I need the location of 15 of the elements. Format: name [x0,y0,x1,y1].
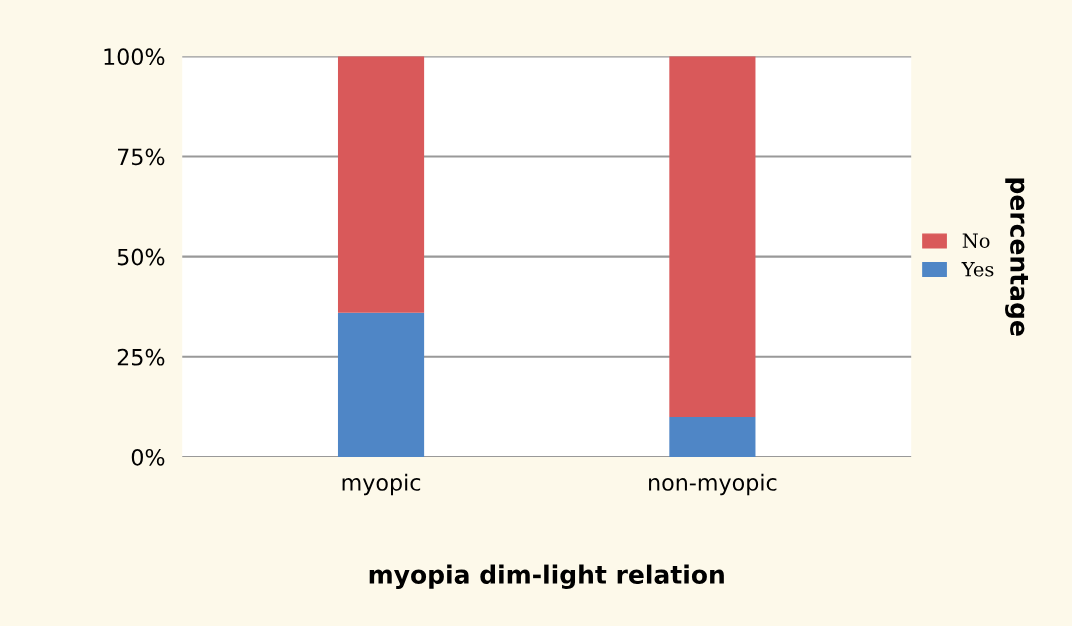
x-tick-label: non-myopic [649,473,777,496]
y-tick-label: 0% [131,448,165,466]
y-tick-label: 100% [104,48,165,66]
bar [669,56,756,417]
legend-label: No [962,233,990,249]
y-tick-label: 75% [118,148,165,166]
y-tick-label: 50% [117,248,165,266]
bar [337,312,425,457]
x-tick-label: myopic [342,473,421,496]
y-axis-title: percentage [1005,178,1029,336]
bar [337,56,425,313]
x-axis-title: myopia dim-light relation [369,564,724,589]
y-tick-label: 25% [117,348,165,366]
legend-label: Yes [961,262,994,277]
bar [669,416,756,457]
